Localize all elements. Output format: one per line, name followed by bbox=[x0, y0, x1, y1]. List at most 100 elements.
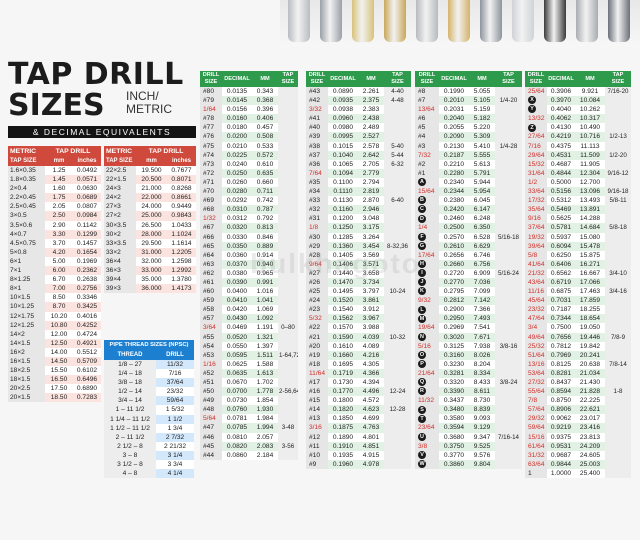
table-row: #71 0.0260 0.660 bbox=[200, 177, 298, 188]
decimal-header: DECIMAL bbox=[328, 71, 358, 87]
drill-size: #65 bbox=[200, 241, 222, 251]
drill-decimal: 0.2130 bbox=[439, 141, 469, 151]
drill-tap-size bbox=[495, 450, 522, 460]
drill-size: 5/8 bbox=[525, 250, 547, 260]
drill-tap-size bbox=[278, 187, 298, 197]
drill-size-letter-badge: W bbox=[418, 460, 426, 469]
table-row: #34 0.1110 2.819 bbox=[306, 187, 411, 197]
drill-mm: 1.930 bbox=[252, 405, 278, 415]
drill-size-letter-badge: Y bbox=[528, 105, 536, 114]
table-row: #53 0.0595 1.511 1-64,72 bbox=[200, 350, 298, 360]
drill-tap-size: 0–80 bbox=[278, 323, 298, 333]
tap-size-header: TAP SIZE bbox=[8, 157, 45, 166]
table-row: 7×1 6.00 0.2362 bbox=[8, 266, 101, 276]
table-row: 2×0.4 1.60 0.0630 bbox=[8, 184, 101, 194]
tap-drill-mm: 21.000 bbox=[136, 184, 167, 194]
table-row: #21 0.1590 4.039 10-32 bbox=[306, 332, 411, 342]
drill-size: G bbox=[415, 241, 439, 251]
drill-size: 25/32 bbox=[525, 341, 547, 351]
tap-size-header: TAP SIZE bbox=[384, 71, 411, 87]
table-row: P 0.3230 8.204 bbox=[415, 359, 522, 369]
drill-size: #57 bbox=[200, 314, 222, 324]
drill-mm: 0.508 bbox=[252, 132, 278, 142]
pipe-thread-title: PIPE THREAD SIZES (NPSC) bbox=[104, 340, 195, 350]
table-row: 24×3 21.000 0.8268 bbox=[104, 184, 196, 194]
drill-size-letter-badge: V bbox=[418, 451, 426, 459]
drill-mm: 1.041 bbox=[252, 296, 278, 306]
drill-mm: 4.572 bbox=[358, 396, 384, 406]
table-row: #27 0.1440 3.658 bbox=[306, 268, 411, 278]
table-row: 3/8 – 18 37/64 bbox=[104, 378, 195, 388]
drill-decimal: 0.1015 bbox=[328, 141, 358, 151]
drill-decimal: 0.0785 bbox=[222, 423, 252, 433]
metric-table-right: METRIC TAP DRILL TAP SIZE mm inches 22×2… bbox=[104, 146, 196, 294]
drill-decimal: 0.1470 bbox=[328, 277, 358, 288]
metric-tap-size: 27×3 bbox=[104, 202, 136, 212]
drill-mm: 3.861 bbox=[358, 296, 384, 306]
drill-mm: 1.092 bbox=[252, 314, 278, 324]
drill-size: 3/32 bbox=[306, 105, 328, 115]
drill-tap-size bbox=[605, 250, 631, 260]
drill-decimal: 0.2031 bbox=[439, 105, 469, 115]
drill-decimal: 0.9062 bbox=[547, 414, 575, 424]
metric-tap-size: 30×2 bbox=[104, 229, 136, 239]
drill-mm: 5.105 bbox=[469, 96, 495, 106]
table-row: #1 0.2280 5.791 bbox=[415, 168, 522, 178]
drill-mm: 9.525 bbox=[469, 441, 495, 451]
drill-mm: 3.454 bbox=[358, 241, 384, 251]
drill-size: 23/64 bbox=[415, 423, 439, 433]
drill-mm: 6.350 bbox=[469, 223, 495, 233]
drill-mm: 0.635 bbox=[252, 168, 278, 178]
table-row: 14×2 12.00 0.4724 bbox=[8, 329, 101, 339]
drill-tap-size bbox=[278, 177, 298, 188]
drill-size: #45 bbox=[200, 441, 222, 451]
table-row: #44 0.0860 2.184 bbox=[200, 450, 298, 460]
drill-mm: 21.430 bbox=[575, 378, 605, 388]
drill-decimal: 0.6250 bbox=[547, 250, 575, 260]
drill-size: #42 bbox=[306, 96, 328, 106]
tap-drill-mm: 32.000 bbox=[136, 256, 167, 267]
table-row: 17/32 0.5312 13.493 5/8-11 bbox=[525, 196, 631, 206]
table-row: #47 0.0785 1.994 3-48 bbox=[200, 423, 298, 433]
decimal-header: DECIMAL bbox=[547, 71, 575, 87]
metric-tap-size: 18×1.5 bbox=[8, 375, 45, 385]
drill-size: L bbox=[415, 305, 439, 315]
drill-decimal: 0.2090 bbox=[439, 132, 469, 142]
drill-tap-size bbox=[278, 405, 298, 415]
drill-bit-image bbox=[544, 0, 566, 42]
drill-decimal: 0.2500 bbox=[439, 223, 469, 233]
drill-decimal: 0.3125 bbox=[439, 341, 469, 351]
drill-decimal: 0.2040 bbox=[439, 114, 469, 124]
drill-decimal: 0.0935 bbox=[328, 96, 358, 106]
drill-tap-size: 12-24 bbox=[384, 387, 411, 397]
tap-drill-inches: 0.5512 bbox=[73, 347, 101, 357]
table-row: #13 0.1850 4.699 bbox=[306, 414, 411, 424]
drill-tap-size bbox=[495, 196, 522, 206]
pipe-thread: 3/4 – 14 bbox=[104, 396, 156, 406]
drill-mm: 17.859 bbox=[575, 296, 605, 306]
table-row: #24 0.1520 3.861 bbox=[306, 296, 411, 306]
drill-tap-size bbox=[495, 205, 522, 215]
tap-drill-inches: 0.1142 bbox=[73, 220, 101, 230]
drill-size: #79 bbox=[200, 96, 222, 106]
metric-tap-size: 30×3.5 bbox=[104, 220, 136, 230]
drill-mm: 2.705 bbox=[358, 159, 384, 169]
table-row: #19 0.1660 4.216 bbox=[306, 350, 411, 360]
table-row: 55/64 0.8594 21.828 1-8 bbox=[525, 387, 631, 397]
table-row: #65 0.0350 0.889 bbox=[200, 241, 298, 251]
drill-decimal: 0.4130 bbox=[547, 123, 575, 133]
drill-size-letter-badge: T bbox=[418, 414, 426, 423]
table-row: 1 1/2 – 11 1/2 1 3/4 bbox=[104, 423, 195, 433]
drill-tap-size bbox=[495, 150, 522, 160]
tap-drill-mm: 7.00 bbox=[45, 284, 73, 294]
drill-mm: 2.083 bbox=[252, 441, 278, 451]
drill-mm: 10.716 bbox=[575, 132, 605, 142]
table-row: #6 0.2040 5.182 bbox=[415, 114, 522, 124]
drill-tap-size bbox=[605, 241, 631, 251]
table-row: M 0.2950 7.493 bbox=[415, 314, 522, 324]
tap-drill-mm: 8.70 bbox=[45, 302, 73, 312]
drill-size: #27 bbox=[306, 268, 328, 278]
drill-mm: 3.658 bbox=[358, 268, 384, 278]
drill-decimal: 0.2420 bbox=[439, 205, 469, 215]
drill-size: #73 bbox=[200, 159, 222, 169]
